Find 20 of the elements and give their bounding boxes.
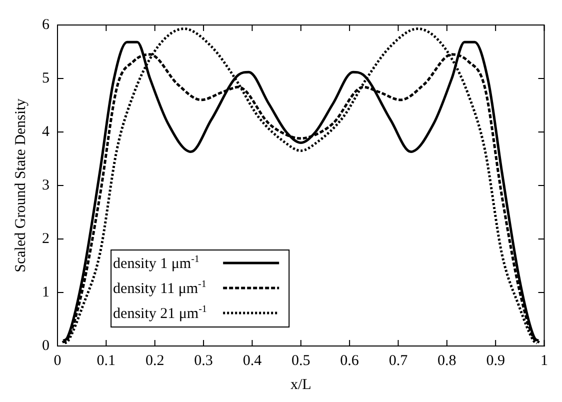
x-tick-label: 0.6 xyxy=(340,352,360,369)
y-axis-title: Scaled Ground State Density xyxy=(12,98,29,272)
x-tick-label: 0.3 xyxy=(194,352,213,369)
x-tick-label: 0 xyxy=(54,352,62,369)
y-tick-label: 2 xyxy=(42,230,50,247)
y-tick-label: 4 xyxy=(42,124,50,140)
x-tick-label: 0.7 xyxy=(388,352,408,369)
y-tick-label: 3 xyxy=(42,177,50,194)
y-tick-label: 6 xyxy=(42,16,50,33)
x-tick-label: 0.4 xyxy=(242,352,262,369)
x-tick-label: 0.1 xyxy=(96,352,116,369)
y-tick-label: 0 xyxy=(42,338,50,354)
x-axis-title: x/L xyxy=(290,376,312,393)
y-tick-label: 1 xyxy=(42,284,50,300)
x-tick-label: 0.8 xyxy=(438,352,456,369)
x-tick-label: 0.5 xyxy=(292,352,310,369)
x-tick-label: 0.9 xyxy=(486,352,505,369)
x-tick-label: 1 xyxy=(540,352,548,369)
x-tick-label: 0.2 xyxy=(145,352,164,369)
y-tick-label: 5 xyxy=(42,70,50,86)
